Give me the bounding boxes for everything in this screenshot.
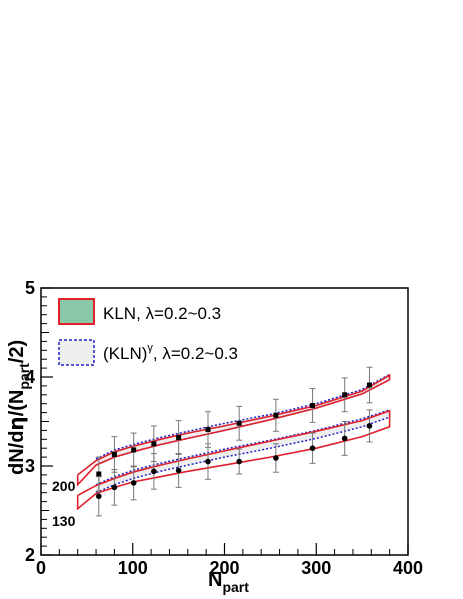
kln-gamma-upper-130 — [95, 409, 390, 486]
kln-band-130 — [76, 409, 391, 511]
data-point-200-10 — [366, 382, 372, 388]
y-tick-label-5: 5 — [25, 278, 35, 298]
data-point-200-9 — [342, 392, 348, 398]
x-tick-label-300: 300 — [301, 558, 331, 578]
y-axis-title: dN/dη/(Npart/2) — [4, 340, 32, 475]
data-point-130-8 — [309, 445, 316, 452]
data-point-130-7 — [273, 455, 279, 461]
legend: KLN, λ=0.2~0.3 (KLN)γ, λ=0.2~0.3 — [58, 298, 238, 366]
legend-label-kln-gamma: (KLN)γ, λ=0.2~0.3 — [103, 342, 238, 363]
legend-swatch-kln-gamma — [58, 339, 95, 366]
data-point-130-10 — [366, 423, 373, 429]
data-point-200-5 — [205, 427, 211, 433]
x-tick-label-400: 400 — [393, 558, 423, 578]
y-tick-label-2: 2 — [25, 545, 35, 565]
x-tick-label-0: 0 — [36, 558, 46, 578]
data-point-130-6 — [236, 458, 242, 465]
data-point-200-8 — [310, 402, 316, 408]
data-point-200-4 — [176, 435, 182, 441]
data-point-200-7 — [273, 412, 279, 418]
data-point-130-4 — [175, 467, 182, 474]
data-point-200-1 — [111, 451, 117, 457]
data-point-200-2 — [131, 447, 137, 453]
data-point-200-0 — [96, 471, 102, 477]
data-point-200-3 — [151, 441, 157, 447]
legend-swatch-kln — [58, 298, 95, 325]
x-tick-label-200: 200 — [209, 558, 239, 578]
data-point-130-3 — [151, 468, 157, 475]
kln-band-200 — [76, 373, 391, 487]
kln-gamma-lower-130 — [95, 416, 390, 494]
data-point-130-2 — [130, 480, 137, 486]
x-axis-title: Npart — [208, 569, 249, 595]
y-tick-label-3: 3 — [25, 456, 35, 476]
legend-label-kln: KLN, λ=0.2~0.3 — [103, 304, 221, 323]
data-point-130-9 — [341, 435, 348, 442]
data-point-200-6 — [236, 420, 242, 426]
data-point-130-5 — [205, 458, 211, 465]
annotation-200: 200 — [52, 478, 76, 494]
annotation-130: 130 — [52, 513, 76, 529]
data-point-130-1 — [111, 484, 118, 491]
model-bands — [76, 373, 391, 511]
y-tick-label-4: 4 — [25, 367, 35, 387]
data-points — [95, 366, 373, 517]
data-point-130-0 — [96, 493, 102, 500]
x-tick-label-100: 100 — [118, 558, 148, 578]
axis-ticks: 0 100 200 300 400 2 3 4 5 — [25, 278, 423, 578]
